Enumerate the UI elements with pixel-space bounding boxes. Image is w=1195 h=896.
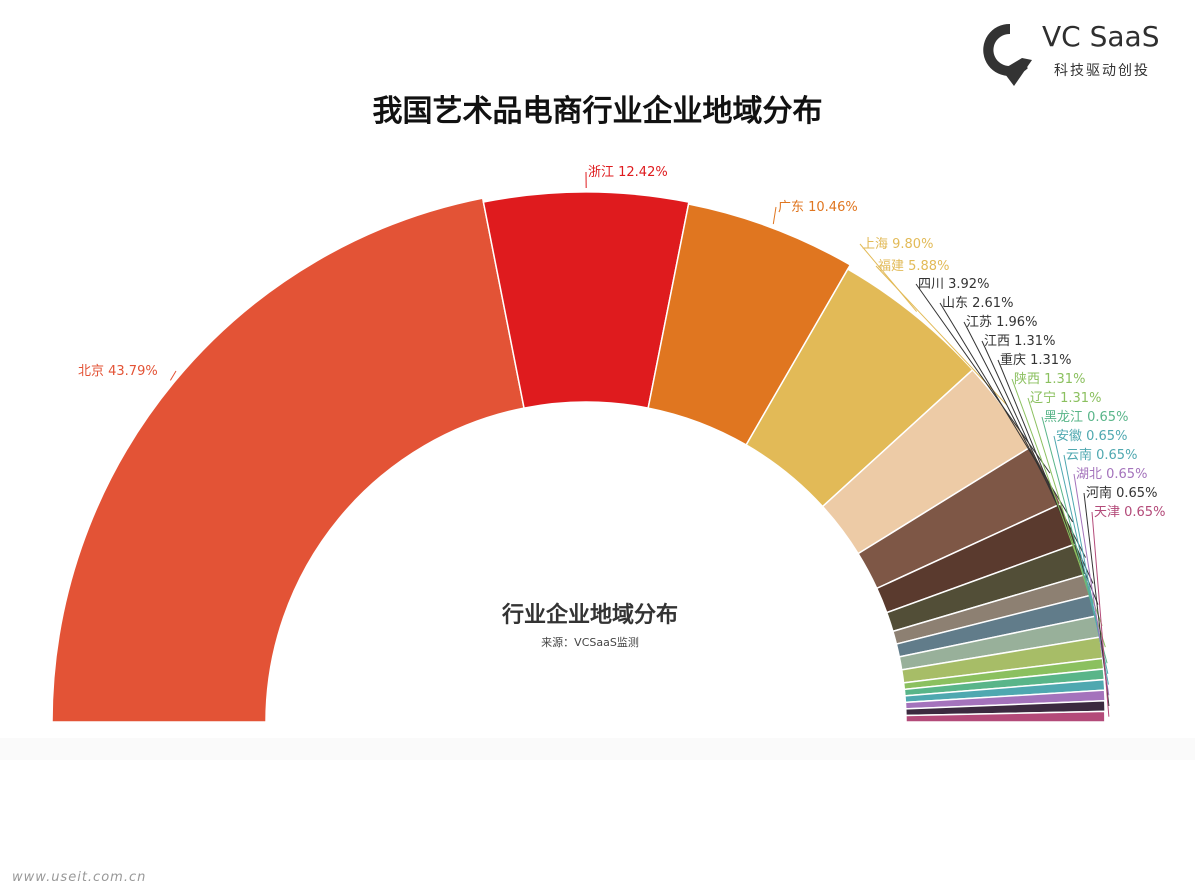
- leader-line-0: [169, 370, 177, 381]
- vcsaas-logo-icon: [983, 23, 1032, 86]
- slice-label-7: 江苏 1.96%: [966, 314, 1037, 330]
- slice-2: [647, 203, 852, 446]
- slice-17: [905, 710, 1106, 723]
- leader-line-2: [772, 206, 777, 225]
- leader-line-3: [859, 243, 918, 312]
- logo-brand: VC SaaS: [1042, 20, 1160, 53]
- leader-line-8: [981, 340, 1094, 584]
- vcsaas-logo: VC SaaS 科技驱动创投: [980, 18, 1170, 90]
- slice-label-6: 山东 2.61%: [942, 296, 1013, 311]
- slice-label-12: 黑龙江 0.65%: [1044, 410, 1128, 425]
- slice-label-11: 辽宁 1.31%: [1030, 390, 1101, 406]
- slice-label-2: 广东 10.46%: [778, 200, 858, 215]
- slice-0: [51, 197, 525, 723]
- slice-label-0: 北京 43.79%: [78, 364, 158, 379]
- chart-inner-title: 行业企业地域分布: [501, 603, 678, 628]
- slice-label-16: 河南 0.65%: [1086, 485, 1157, 501]
- chart-source: 来源：VCSaaS监测: [541, 636, 639, 649]
- slice-1: [482, 191, 690, 409]
- slice-label-4: 福建 5.88%: [878, 259, 949, 274]
- logo-tagline: 科技驱动创投: [1054, 63, 1150, 79]
- slice-label-17: 天津 0.65%: [1094, 505, 1165, 520]
- leader-line-9: [997, 359, 1099, 605]
- slice-label-10: 陕西 1.31%: [1014, 372, 1085, 387]
- slice-label-8: 江西 1.31%: [984, 334, 1055, 349]
- slice-label-5: 四川 3.92%: [918, 277, 989, 292]
- chart-title: 我国艺术品电商行业企业地域分布: [372, 94, 823, 129]
- bottom-band: [0, 738, 1195, 760]
- leader-line-17: [1091, 511, 1110, 717]
- slice-label-1: 浙江 12.42%: [588, 165, 668, 180]
- watermark: www.useit.com.cn: [12, 870, 147, 885]
- slice-label-3: 上海 9.80%: [862, 237, 933, 252]
- leader-line-10: [1011, 378, 1103, 626]
- slice-label-9: 重庆 1.31%: [1000, 352, 1071, 368]
- slice-label-13: 安徽 0.65%: [1056, 429, 1127, 444]
- slice-label-15: 湖北 0.65%: [1076, 467, 1147, 482]
- slice-label-14: 云南 0.65%: [1066, 447, 1137, 463]
